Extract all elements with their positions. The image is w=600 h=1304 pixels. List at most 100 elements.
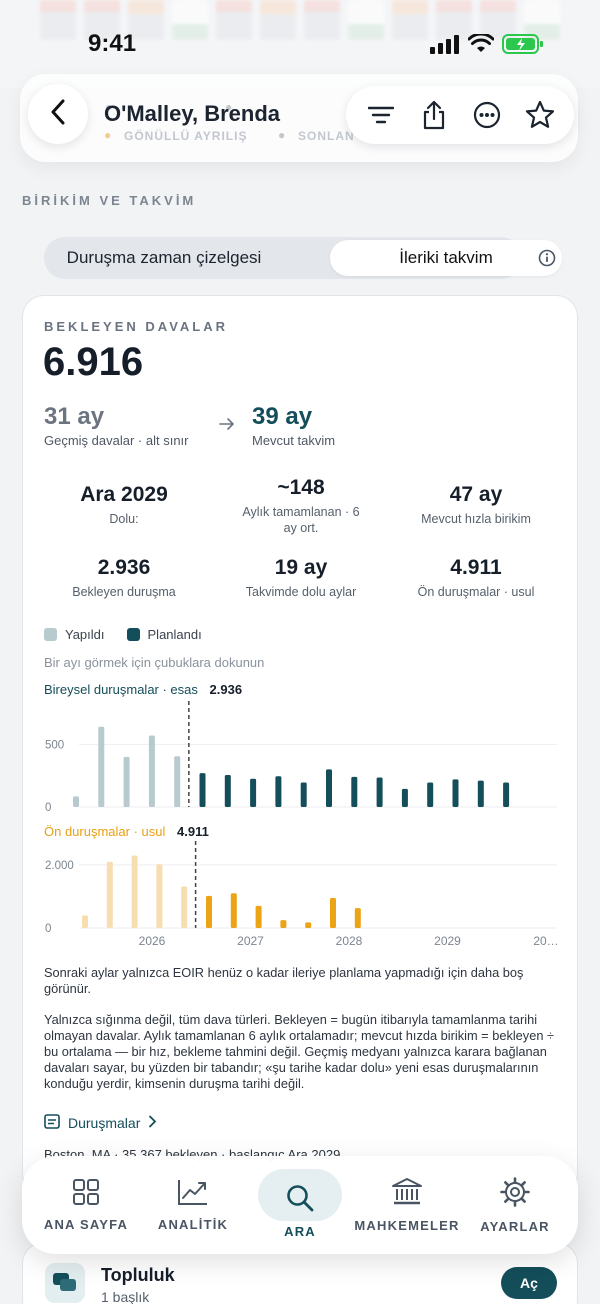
bar-done [73,796,79,807]
bar-planned [351,776,358,807]
note-methodology: Yalnızca sığınma değil, tüm dava türleri… [44,1012,555,1091]
battery-icon [502,33,544,60]
bar-done [181,886,188,928]
back-button[interactable] [28,84,88,144]
current-calendar-label: Mevcut takvim [252,433,336,448]
page-title: O'Malley, Brenda [104,101,280,126]
pending-cases-total: 6.916 [43,340,144,384]
y-tick-label: 2.000 [45,860,74,872]
ghost-dot-green: ● [105,100,114,114]
arrow-right-icon [219,417,235,436]
bar-planned [477,780,484,807]
bar-done [98,726,105,807]
chevron-right-icon [148,1115,157,1131]
bar-planned [376,777,383,807]
chart2-total: 4.911 [177,824,209,839]
filter-button[interactable] [361,95,401,135]
x-tick-label: 2026 [139,934,166,948]
status-time: 9:41 [88,30,137,57]
search-icon [285,1183,315,1216]
favorite-button[interactable] [520,95,560,135]
ghost-dot-orange: ● [104,128,113,142]
tab-home[interactable]: ANA SAYFA [32,1156,140,1254]
segment-future-calendar[interactable]: İleriki takvim [330,240,562,276]
bar-planned [199,773,206,807]
bar-planned [427,782,434,807]
bar-planned [326,769,332,807]
x-tick-label: 20… [533,934,558,948]
bar-planned [305,922,312,928]
stat-backlog-at-rate: 47 ay Mevcut hızla birikim [421,483,531,526]
signal-icon [430,34,460,59]
segmented-control: Duruşma zaman çizelgesi İleriki takvim [44,237,562,279]
chart1-title-row: Bireysel duruşmalar · esas 2.936 [44,682,242,697]
section-label: BİRİKİM VE TAKVİM [22,193,197,208]
hearings-link[interactable]: Duruşmalar [44,1114,157,1132]
bar-planned [300,782,307,807]
pending-cases-kicker: BEKLEYEN DAVALAR [44,319,229,334]
bar-done [174,756,181,807]
star-icon [525,100,554,128]
bar-done [123,756,130,807]
bar-planned [280,920,287,928]
bar-done [148,735,155,807]
share-button[interactable] [414,95,454,135]
bar-done [156,864,163,928]
chart2-title: Ön duruşmalar · usul [44,824,166,839]
bar-planned [452,779,459,807]
bar-planned [354,908,361,928]
tab-analytics[interactable]: ANALİTİK [140,1156,246,1254]
chart1-title: Bireysel duruşmalar · esas [44,682,198,697]
chart-legend: Yapıldı Planlandı [44,627,202,642]
ghost-label-terminated: SONLAN [298,129,355,143]
x-tick-label: 2028 [336,934,363,948]
stat-pending-hearings: 2.936 Bekleyen duruşma [72,556,176,599]
gear-icon [499,1176,531,1211]
courthouse-icon [391,1177,423,1210]
chart-icon [177,1178,209,1209]
chat-icon [45,1263,85,1303]
bar-planned [330,898,336,928]
legend-planned: Planlandı [126,627,202,642]
stat-full-months: 19 ay Takvimde dolu aylar [245,556,357,599]
more-icon [473,101,500,129]
chevron-left-icon [50,99,66,130]
tab-courts[interactable]: MAHKEMELER [350,1156,464,1254]
header-actions [346,86,574,144]
ghost-label-voluntary: GÖNÜLLÜ AYRILIŞ [124,129,248,143]
open-community-button[interactable]: Aç [501,1267,557,1299]
chart2-title-row: Ön duruşmalar · usul 4.911 [44,824,209,839]
bar-planned [250,778,257,807]
chart-individual-hearings: 0 500 [45,701,557,814]
current-calendar-value: 39 ay [252,403,313,430]
tab-search[interactable]: ARA [250,1162,350,1260]
y-tick-label: 0 [45,802,51,814]
tab-settings[interactable]: AYARLAR [464,1156,566,1254]
grid-icon [72,1178,100,1209]
info-icon[interactable] [537,248,557,273]
past-cases-label: Geçmiş davalar · alt sınır [44,433,189,448]
calendar-icon [44,1114,60,1132]
backlog-card: BEKLEYEN DAVALAR 6.916 31 ay Geçmiş dava… [22,295,578,1195]
chart-preliminary-hearings: 0 2.000 2026 2027 2028 2029 20… [45,841,559,948]
community-subtitle: 1 başlık [101,1289,150,1304]
filter-icon [367,106,394,124]
bar-planned [224,775,231,807]
more-button[interactable] [467,95,507,135]
chart-hint: Bir ayı görmek için çubuklara dokunun [44,655,265,670]
ghost-dot-red: ● [225,100,234,114]
wifi-icon [467,32,495,59]
note-future-months: Sonraki aylar yalnızca EOIR henüz o kada… [44,965,524,996]
bar-planned [206,895,212,928]
legend-done: Yapıldı [44,627,105,642]
share-icon [423,100,444,130]
past-cases-value: 31 ay [44,403,105,430]
blurred-background-bars [40,0,560,40]
bar-done [131,855,138,928]
ghost-dot-gray: ● [278,128,287,142]
stat-monthly-completed: ~148 Aylık tamamlanan · 6 ay ort. [242,476,360,535]
y-tick-label: 0 [45,923,51,935]
segment-timeline[interactable]: Duruşma zaman çizelgesi [66,248,262,267]
bar-planned [503,782,510,807]
stat-preliminary-hearings: 4.911 Ön duruşmalar · usul [417,556,535,599]
